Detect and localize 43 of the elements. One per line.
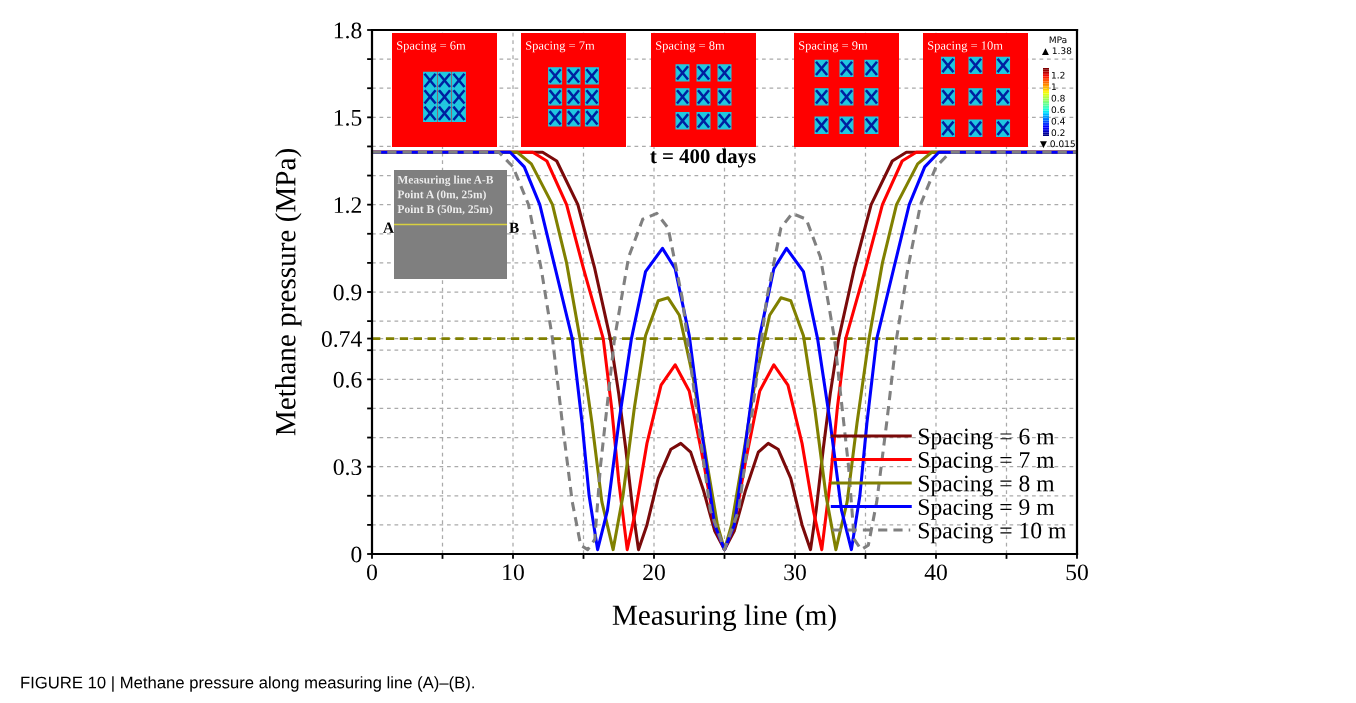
annotation: ▼ 0.015 [1040,140,1075,149]
annotation: 1.2 [1051,71,1065,79]
annotation: t = 400 days [650,148,756,168]
annotation: Point A (0m, 25m) [397,190,486,201]
annotation: Spacing = 10m [928,41,1003,53]
x-tick-label: 0 [367,564,377,581]
annotation: ▲ 1.38 [1042,47,1072,56]
annotation: A [383,222,394,233]
y-tick-label: 0.3 [333,459,362,476]
line-series [372,150,1077,552]
annotation: B [509,222,519,233]
x-tick-label: 20 [643,564,665,581]
x-axis-title: Measuring line (m) [612,604,836,632]
legend-label: Spacing = 6 m [918,428,1055,450]
caption: FIGURE 10 | Methane pressure along measuring line (A)–(B). [21,676,474,692]
annotation: Spacing = 7m [526,41,595,53]
x-tick-label: 50 [1066,564,1088,581]
annotation: 0.4 [1051,117,1065,125]
y-axis-title: Methane pressure (MPa) [275,149,302,436]
y-tick-label: 1.8 [334,22,362,39]
x-tick-label: 10 [503,564,524,581]
annotation: 1 [1051,83,1056,90]
annotation: Spacing = 8m [656,41,725,53]
y-tick-label: 1.2 [334,197,361,214]
x-tick-label: 40 [924,564,947,581]
legend-label: Spacing = 9 m [918,499,1055,520]
annotation: 0.6 [1051,106,1065,114]
annotation: 0.8 [1051,94,1065,102]
annotation: Spacing = 6m [397,41,466,53]
legend-label: Spacing = 10 m [918,522,1067,544]
y-tick-label: 0.6 [333,371,362,388]
annotation: MPa [1049,36,1067,44]
y-tick-label: 0.9 [333,284,362,301]
y-tick-label: 0.74 [321,331,362,348]
annotation: Measuring line A-B [397,175,494,186]
legend-label: Spacing = 8 m [918,475,1055,497]
annotation: 0.2 [1051,129,1065,137]
y-tick-label: 0 [351,546,362,563]
annotation: Point B (50m, 25m) [397,204,493,216]
annotation: Spacing = 9m [799,41,868,53]
legend-label: Spacing = 7 m [918,452,1055,473]
x-tick-label: 30 [784,564,806,581]
y-tick-label: 1.5 [334,109,362,126]
